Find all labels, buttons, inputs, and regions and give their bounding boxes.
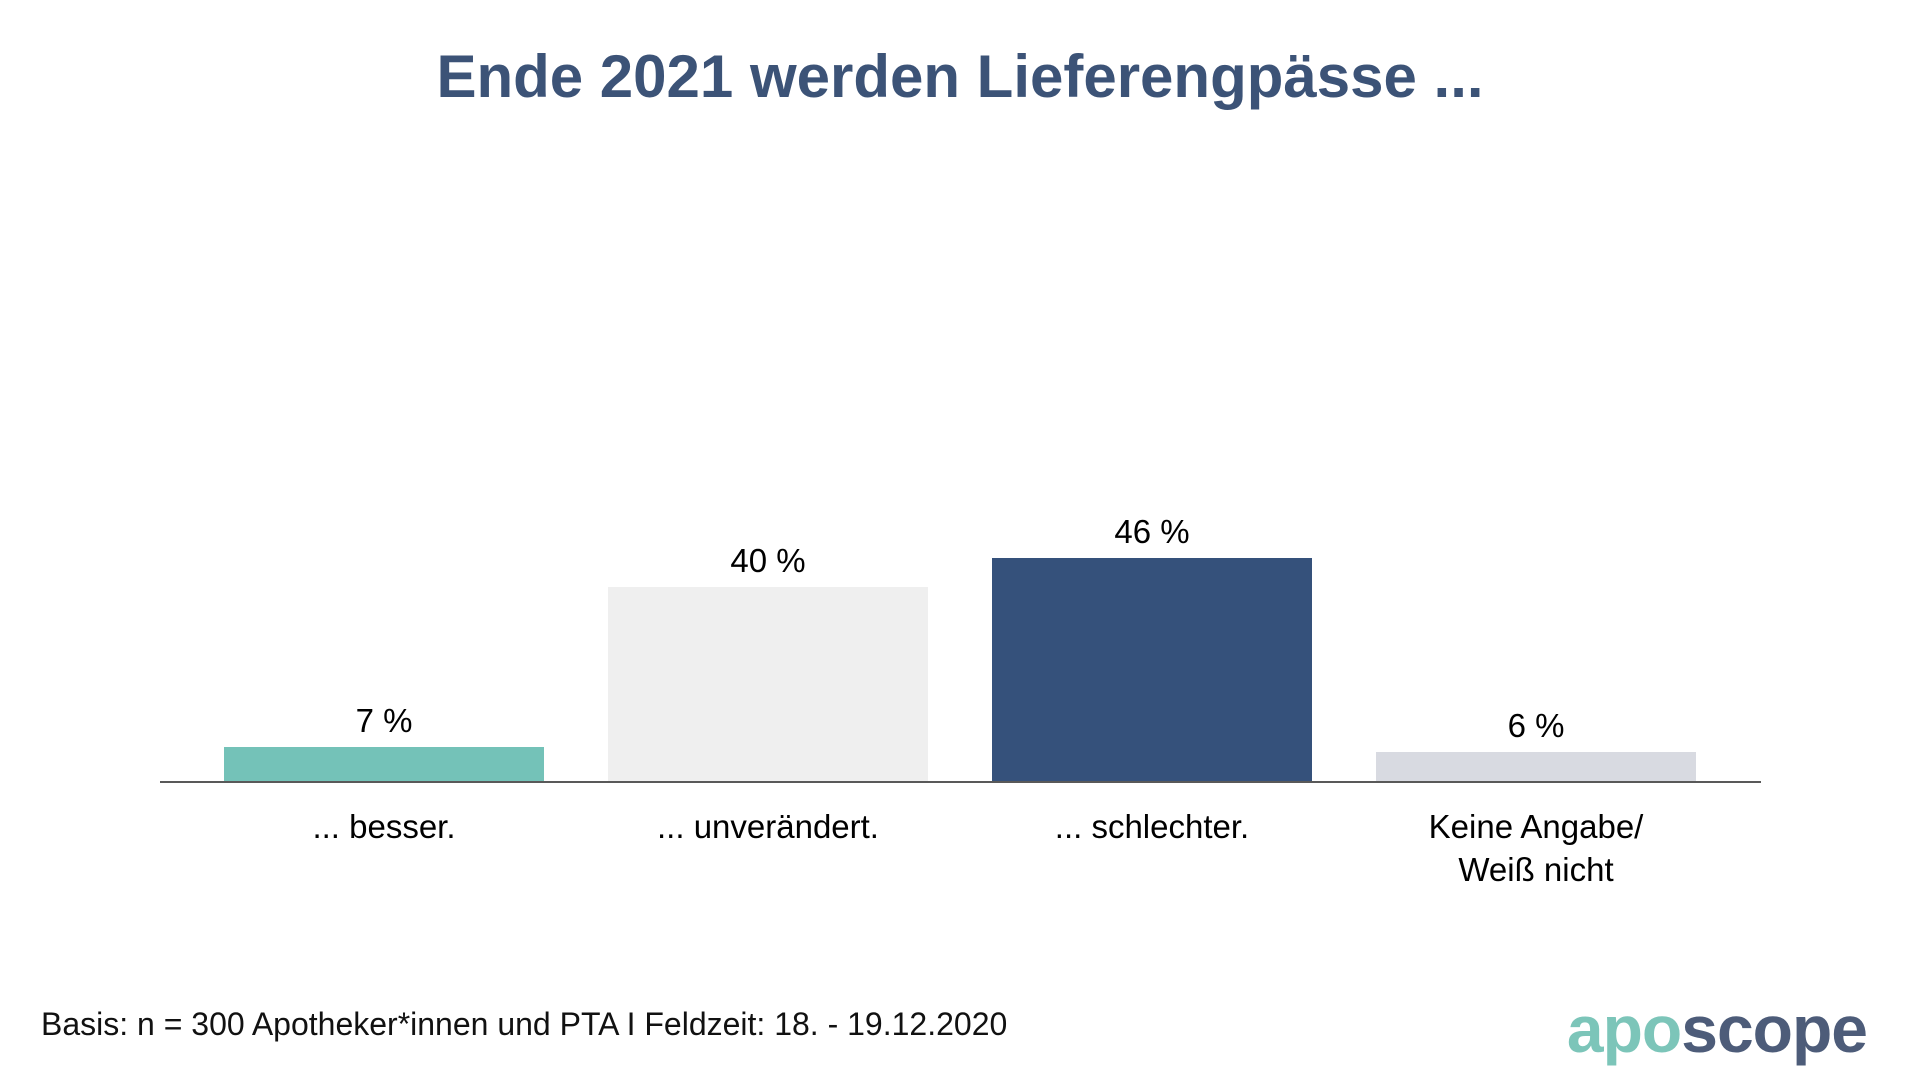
category-label-besser: ... besser. [312, 808, 456, 845]
category-label-schlechter: ... schlechter. [1054, 808, 1250, 845]
bar-unveraendert [608, 587, 928, 781]
logo-text-apo: apo [1566, 992, 1682, 1066]
value-label-keine-angabe: 6 % [1507, 707, 1565, 744]
category-label-unveraendert: ... unverändert. [657, 808, 879, 845]
aposcope-logo: aposcope [1567, 996, 1868, 1062]
value-label-schlechter: 46 % [1114, 513, 1190, 550]
bar-schlechter [992, 558, 1312, 781]
value-label-besser: 7 % [355, 702, 413, 739]
chart-title: Ende 2021 werden Lieferengpässe ... [436, 43, 1484, 110]
logo-text-scope: scope [1681, 992, 1868, 1066]
value-label-unveraendert: 40 % [730, 542, 806, 579]
x-axis-line [160, 781, 1761, 783]
category-label-keine-angabe: Keine Angabe/ Weiß nicht [1428, 808, 1644, 888]
basis-note: Basis: n = 300 Apotheker*innen und PTA I… [41, 1006, 1008, 1042]
bar-keine-angabe [1376, 752, 1696, 781]
bar-besser [224, 747, 544, 781]
